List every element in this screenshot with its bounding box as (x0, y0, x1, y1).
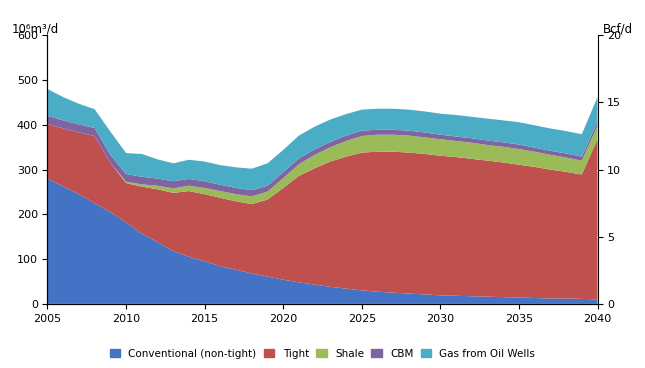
Text: Bcf/d: Bcf/d (603, 22, 633, 35)
Text: 10⁶m³/d: 10⁶m³/d (12, 22, 59, 35)
Legend: Conventional (non-tight), Tight, Shale, CBM, Gas from Oil Wells: Conventional (non-tight), Tight, Shale, … (106, 344, 539, 363)
